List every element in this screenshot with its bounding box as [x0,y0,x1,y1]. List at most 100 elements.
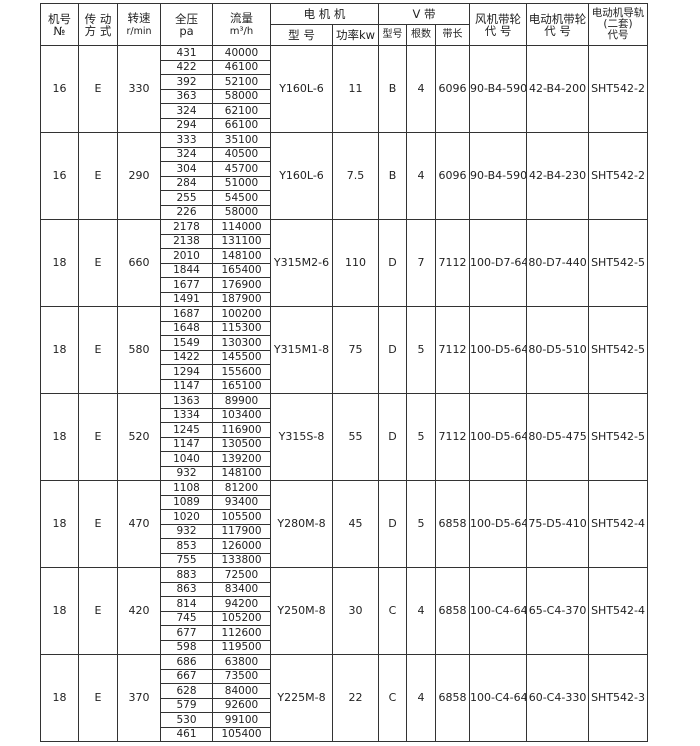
fan-pulley-cell: 90-B4-590 [469,132,528,220]
flow-cell: 100200 [212,306,271,322]
speed-cell: 370 [117,654,161,742]
flow-cell: 52100 [212,74,271,90]
table-row: 422 46100 [41,59,648,75]
header-belt-type: 型号 [378,24,407,46]
rail-sub: 代号 [607,29,629,41]
flow-cell: 63800 [212,654,271,670]
header-speed: 转速 r/min [117,3,161,46]
pressure-cell: 422 [160,59,213,75]
flow-cell: 99100 [212,712,271,728]
fan-spec-table: 机号 № 传 动方 式 转速 r/min 全压 pa 流量 m³/h 电 机 机 V 带… [40,3,649,742]
speed-cell: 470 [117,480,161,568]
drive-cell: E [78,567,118,655]
table-row: 1648 115300 [41,320,648,336]
pressure-cell: 579 [160,697,213,713]
table-row: 1294 155600 [41,364,648,380]
rail-cell: SHT542-2 [588,132,649,220]
motor-model-cell: Y250M-8 [270,567,333,655]
belt-type-cell: D [378,393,407,481]
table-row: 294 66100 [41,117,648,133]
flow-cell: 112600 [212,625,271,641]
flow-cell: 114000 [212,219,271,235]
motor-pulley-cell: 60-C4-330 [526,654,590,742]
belt-type-cell: B [378,45,407,133]
belt-count-cell: 4 [406,132,436,220]
motor-power-cell: 7.5 [332,132,379,220]
pressure-cell: 745 [160,610,213,626]
pressure-cell: 333 [160,132,213,148]
speed-cell: 290 [117,132,161,220]
flow-cell: 105400 [212,726,271,742]
flow-cell: 119500 [212,639,271,655]
table-row: 18 E 660 2178 114000 Y315M2-6 110 D 7 7112 100-D7-… [40,219,649,307]
fan-pulley-cell: 100-C4-640 [469,567,528,655]
belt-length-cell: 6858 [434,654,471,742]
table-body: 16 E 330 431 40000 Y160L-6 11 B 4 6096 90-B4-590 42… [40,45,649,742]
motor-pulley-cell: 80-D5-475 [526,393,590,481]
pressure-cell: 814 [160,596,213,612]
table-row: 932 148100 [41,465,648,481]
pressure-cell: 1422 [160,349,213,365]
flow-cell: 54500 [212,190,271,206]
flow-cell: 117900 [212,523,271,539]
flow-cell: 116900 [212,422,271,438]
flow-cell: 40500 [212,146,271,162]
motor-power-cell: 75 [332,306,379,394]
table-row: 18E37068663800Y225M-822C46858100-C4-6406… [40,654,649,742]
motor-power-cell: 45 [332,480,379,568]
table-row: 304 45700 [41,161,648,177]
fan-pulley-label: 风机带轮 [475,11,522,26]
pressure-cell: 1147 [160,436,213,452]
flow-label: 流量 [230,10,253,25]
motor-model-cell: Y160L-6 [270,132,333,220]
motor-pulley-cell: 42-B4-230 [526,132,590,220]
pressure-cell: 324 [160,103,213,119]
flow-cell: 105500 [212,509,271,525]
speed-cell: 520 [117,393,161,481]
fan-pulley-cell: 100-D5-640 [469,306,528,394]
belt-count-cell: 5 [406,480,436,568]
flow-cell: 72500 [212,567,271,583]
pressure-cell: 226 [160,204,213,220]
drive-label: 传 动 [84,11,112,26]
belt-count-cell: 5 [406,306,436,394]
motor-pulley-cell: 75-D5-410 [526,480,590,568]
motor-pulley-cell: 80-D7-440 [526,219,590,307]
flow-cell: 130300 [212,335,271,351]
flow-cell: 83400 [212,581,271,597]
pressure-cell: 2178 [160,219,213,235]
belt-type-cell: D [378,219,407,307]
machine-no-cell: 18 [40,654,79,742]
header-machine-no: 机号 № [40,3,79,46]
flow-cell: 145500 [212,349,271,365]
belt-length-cell: 7112 [434,219,471,307]
header-fan-pulley: 风机带轮代 号 [469,3,528,46]
pressure-cell: 853 [160,538,213,554]
rail-label: 电动机导轨 [591,7,645,19]
table-row: 284 51000 [41,175,648,191]
drive-cell: E [78,219,118,307]
pressure-cell: 1108 [160,480,213,496]
pressure-cell: 1648 [160,320,213,336]
motor-power-cell: 55 [332,393,379,481]
machine-no-cell: 18 [40,306,79,394]
pressure-cell: 1687 [160,306,213,322]
pressure-cell: 1020 [160,509,213,525]
pressure-cell: 363 [160,88,213,104]
flow-cell: 35100 [212,132,271,148]
speed-label: 转速 [127,10,151,25]
pressure-cell: 255 [160,190,213,206]
table-row: 814 94200 [41,596,648,612]
pressure-cell: 392 [160,74,213,90]
table-row: 530 99100 [41,712,648,728]
pressure-cell: 1245 [160,422,213,438]
motor-pulley-sub: 代 号 [544,23,571,38]
drive-cell: E [78,132,118,220]
flow-cell: 148100 [212,248,271,264]
machine-no-cell: 18 [40,393,79,481]
table-row: 1549 130300 [41,335,648,351]
motor-model-cell: Y315M1-8 [270,306,333,394]
flow-cell: 58000 [212,88,271,104]
flow-cell: 92600 [212,697,271,713]
motor-model-cell: Y315M2-6 [270,219,333,307]
